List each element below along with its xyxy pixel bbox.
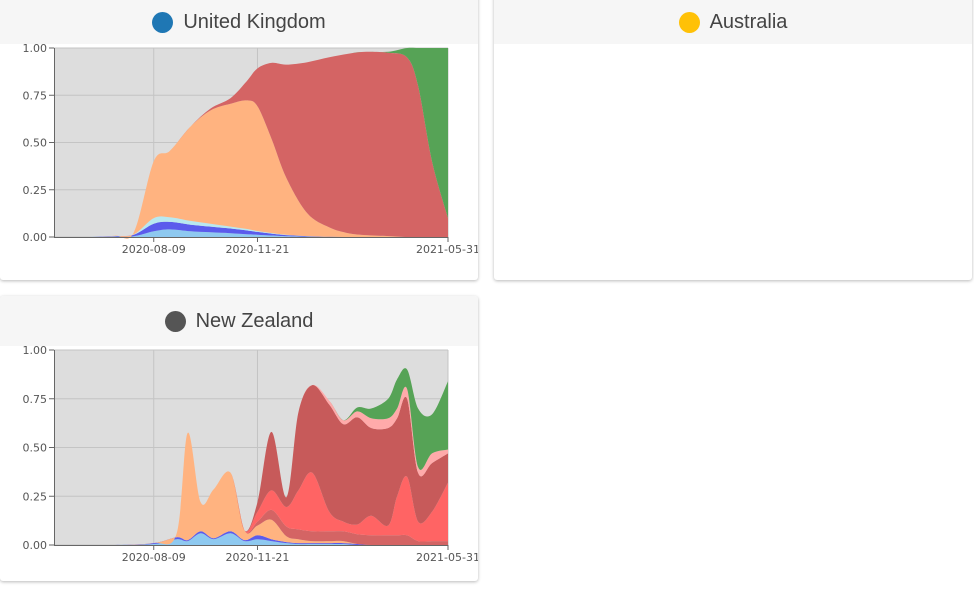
card-header: United Kingdom [0, 0, 478, 44]
x-tick-label: 2020-11-21 [226, 551, 290, 564]
area-series-5 [54, 432, 448, 546]
x-tick-label: 2020-08-09 [122, 243, 186, 256]
y-tick-label: 0.00 [23, 231, 48, 244]
y-tick-label: 1.00 [23, 44, 48, 55]
area-series-2 [54, 531, 448, 546]
y-tick-label: 0.00 [23, 539, 48, 552]
area-series-7 [54, 384, 448, 546]
y-tick-label: 0.25 [23, 184, 48, 197]
card-header: New Zealand [0, 296, 478, 346]
chart-title: New Zealand [195, 309, 314, 332]
country-color-dot [164, 310, 186, 332]
area-chart-new-zealand: 0.00 0.25 0.50 0.75 1.00 2020-08-09 2020-11-21… [23, 346, 479, 564]
x-tick-label: 2021-05-31 [416, 243, 478, 256]
area-series-6 [54, 385, 448, 546]
chart-card-united-kingdom: United Kingdom 0.00 0.25 0.50 0.75 1.00 2020-… [0, 0, 478, 280]
chart-card-australia: Australia 0.000.250.500.751.002020-08-09… [494, 0, 972, 280]
area-series-2 [54, 221, 448, 238]
chart-title: Australia [709, 10, 788, 33]
country-color-dot [678, 11, 700, 33]
area-series-4 [54, 100, 448, 239]
y-tick-label: 0.25 [23, 490, 48, 503]
y-tick-label: 0.75 [23, 393, 48, 406]
area-series-1 [54, 533, 448, 546]
area-series-5 [54, 51, 448, 239]
area-series-1 [54, 229, 448, 238]
x-tick-label: 2020-08-09 [122, 551, 186, 564]
y-tick-label: 0.75 [23, 89, 48, 102]
y-tick-label: 0.50 [23, 137, 48, 150]
chart-card-new-zealand: New Zealand 0.00 0.25 0.50 0.75 1.00 2020-08-… [0, 296, 478, 581]
area-series-8 [54, 368, 448, 546]
y-tick-label: 0.50 [23, 442, 48, 455]
x-tick-label: 2020-11-21 [226, 243, 290, 256]
area-chart-united-kingdom: 0.00 0.25 0.50 0.75 1.00 2020-08-09 2020-11-21… [23, 44, 479, 256]
area-chart-australia: 0.000.250.500.751.002020-08-092020-11-21… [494, 44, 972, 280]
chart-title: United Kingdom [183, 10, 326, 33]
y-tick-label: 1.00 [23, 346, 48, 357]
x-tick-label: 2021-05-31 [416, 551, 478, 564]
area-series-3 [54, 216, 448, 238]
card-header: Australia [494, 0, 972, 44]
country-color-dot [152, 11, 174, 33]
